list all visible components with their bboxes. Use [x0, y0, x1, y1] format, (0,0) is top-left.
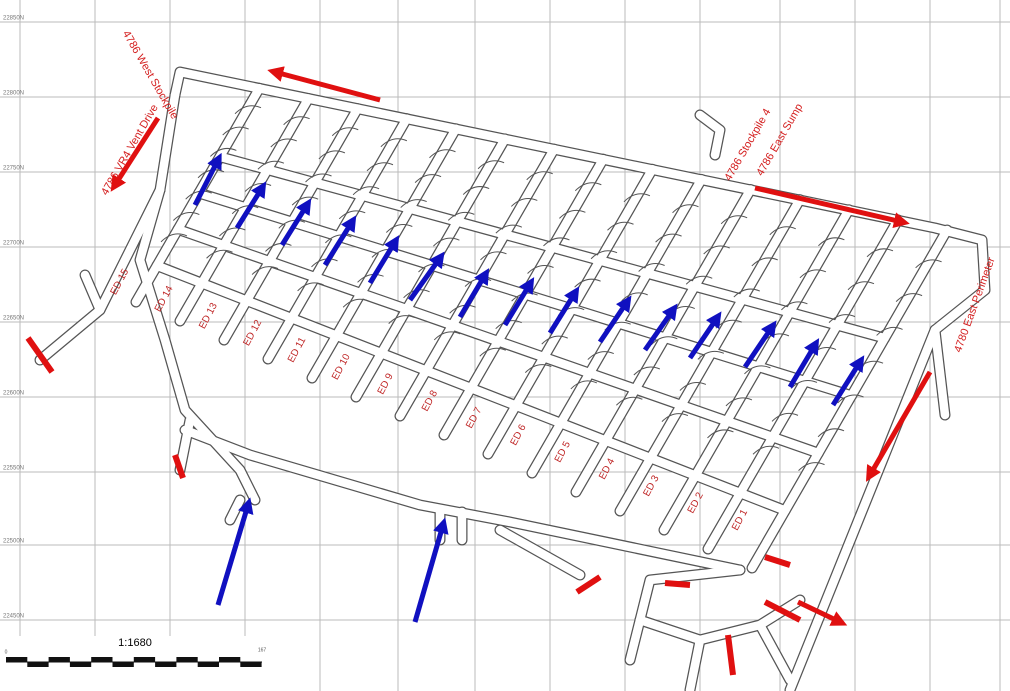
northing-label: 22500N — [3, 539, 24, 545]
scale-segment — [49, 657, 70, 662]
exhaust-arrow — [755, 188, 902, 222]
drive-name: ED 5 — [553, 439, 573, 464]
scale-end: 167 — [258, 647, 267, 653]
airflow-arrow — [415, 525, 443, 622]
drive-name: ED 6 — [509, 422, 529, 447]
barricade — [665, 583, 690, 585]
scale-segment — [219, 657, 240, 662]
northing-label: 22550N — [3, 466, 24, 472]
drive-name: ED 8 — [420, 388, 440, 413]
barricade — [765, 557, 790, 565]
scale-segment — [134, 657, 155, 662]
scale-segment — [113, 662, 134, 667]
northing-label: 22800N — [3, 91, 24, 97]
road-core — [630, 620, 790, 690]
drive-label: 4786 VR4 Vent Drive — [99, 102, 161, 197]
scale-segment — [27, 662, 48, 667]
northing-label: 22700N — [3, 241, 24, 247]
scale-segment — [6, 657, 27, 662]
northing-label: 22750N — [3, 166, 24, 172]
scale-segment — [155, 662, 176, 667]
scale-segment — [70, 662, 91, 667]
drive-name: ED 10 — [330, 352, 353, 382]
scale-bar: 1:1680 0 167 — [0, 636, 275, 691]
northing-label: 22600N — [3, 391, 24, 397]
northing-label: 22650N — [3, 316, 24, 322]
drive-name: ED 7 — [464, 405, 484, 430]
drives — [40, 72, 985, 690]
northing-label: 22450N — [3, 614, 24, 620]
scale-segment — [176, 657, 197, 662]
barricade — [728, 635, 733, 675]
mine-plan: 22850N 22800N 22750N 22700N 22650N 22600N 2255… — [0, 0, 1010, 691]
scale-ratio: 1:1680 — [118, 637, 152, 649]
scale-segment — [240, 662, 261, 667]
northing-label: 22850N — [3, 16, 24, 22]
scale-segment — [198, 662, 219, 667]
drive-name: ED 13 — [197, 301, 220, 331]
scale-segment — [91, 657, 112, 662]
drive-name: ED 9 — [376, 371, 396, 396]
scale-start: 0 — [5, 649, 8, 655]
drive-name: ED 11 — [286, 335, 309, 364]
exhaust-arrow — [870, 372, 930, 475]
